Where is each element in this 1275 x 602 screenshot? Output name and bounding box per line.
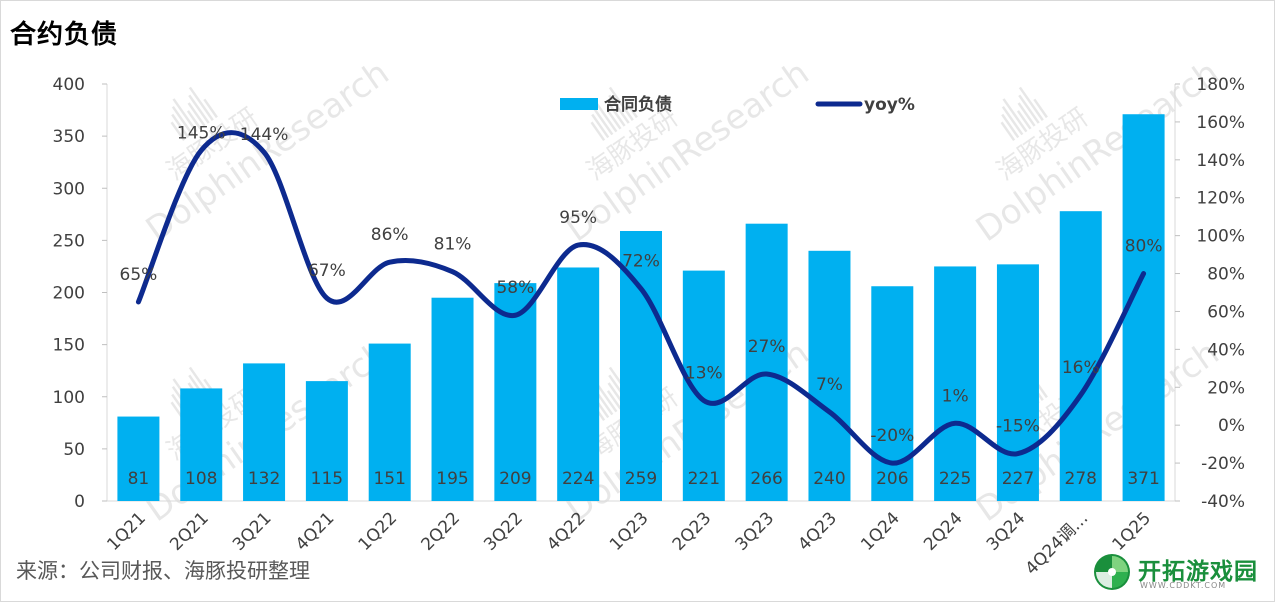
bar	[180, 388, 223, 501]
bar	[494, 283, 537, 501]
x-tick-label: 2Q24	[920, 508, 967, 555]
line-data-label: 81%	[434, 235, 472, 255]
line-data-label: 16%	[1062, 358, 1100, 378]
x-tick-label: 1Q23	[606, 508, 653, 555]
bar-data-label: 108	[185, 469, 217, 489]
bar-data-label: 371	[1127, 469, 1159, 489]
line-data-label: 67%	[308, 261, 346, 281]
legend-bar-swatch	[560, 98, 598, 110]
x-tick-label: 4Q23	[794, 508, 841, 555]
line-data-label: 144%	[240, 125, 289, 145]
line-data-label: 7%	[816, 375, 843, 395]
bar-data-label: 221	[688, 469, 720, 489]
bar	[305, 381, 348, 501]
y-right-tick-label: -20%	[1201, 454, 1245, 474]
y-right-tick-label: 60%	[1207, 302, 1245, 322]
bar	[243, 363, 286, 501]
line-data-label: 86%	[371, 225, 409, 245]
site-logo-name: 开拓游戏园	[1138, 559, 1258, 585]
y-right-tick-label: 20%	[1207, 378, 1245, 398]
y-right-tick-label: 160%	[1196, 113, 1245, 133]
line-data-label: 58%	[496, 278, 534, 298]
bar	[431, 297, 474, 501]
x-tick-label: 2Q22	[418, 508, 465, 555]
x-tick-label: 2Q23	[669, 508, 716, 555]
line-data-label: 80%	[1125, 237, 1163, 257]
site-logo-icon	[1094, 554, 1130, 590]
bar	[996, 264, 1039, 501]
x-tick-label: 3Q22	[480, 508, 527, 555]
line-data-label: 13%	[685, 364, 723, 384]
bar	[117, 416, 160, 501]
bar-data-label: 151	[373, 469, 405, 489]
bar-data-label: 224	[562, 469, 594, 489]
x-tick-label: 4Q24调…	[1022, 508, 1093, 579]
x-tick-label: 1Q21	[103, 508, 150, 555]
bar-data-label: 195	[436, 469, 468, 489]
bar-data-label: 115	[311, 469, 343, 489]
bar	[808, 250, 851, 501]
y-left-tick-label: 300	[53, 179, 85, 199]
y-right-tick-label: 0%	[1218, 416, 1245, 436]
bar	[1059, 211, 1102, 501]
bar	[557, 267, 600, 501]
bar-data-label: 225	[939, 469, 971, 489]
y-right-tick-label: 180%	[1196, 75, 1245, 95]
bar-data-label: 227	[1002, 469, 1034, 489]
y-left-tick-label: 0	[74, 492, 85, 512]
line-data-label: -15%	[996, 417, 1040, 437]
line-data-label: -20%	[870, 426, 914, 446]
bar-data-label: 240	[813, 469, 845, 489]
line-data-label: 145%	[177, 123, 226, 143]
y-right-tick-label: 100%	[1196, 227, 1245, 247]
legend-line-label: yoy%	[864, 95, 915, 115]
line-data-label: 72%	[622, 252, 660, 272]
y-left-tick-label: 50	[63, 440, 85, 460]
x-tick-label: 1Q25	[1109, 508, 1156, 555]
site-logo-url: WWW.CDDKT.COM	[1140, 581, 1227, 590]
y-left-tick-label: 400	[53, 75, 85, 95]
y-right-tick-label: 80%	[1207, 265, 1245, 285]
x-tick-label: 1Q22	[355, 508, 402, 555]
yoy-line	[135, 130, 1147, 466]
x-tick-label: 3Q23	[732, 508, 779, 555]
bar-data-label: 206	[876, 469, 908, 489]
y-right-tick-label: 140%	[1196, 151, 1245, 171]
x-tick-label: 1Q24	[857, 508, 904, 555]
bar-data-label: 81	[128, 469, 150, 489]
bar	[934, 266, 977, 501]
y-left-tick-label: 150	[53, 336, 85, 356]
y-left-tick-label: 200	[53, 284, 85, 304]
bar-data-label: 209	[499, 469, 531, 489]
y-left-tick-label: 250	[53, 231, 85, 251]
x-tick-label: 3Q21	[229, 508, 276, 555]
x-tick-label: 4Q21	[292, 508, 339, 555]
y-right-tick-label: 120%	[1196, 189, 1245, 209]
bar-data-label: 259	[625, 469, 657, 489]
y-left-tick-label: 350	[53, 127, 85, 147]
bar-data-label: 278	[1065, 469, 1097, 489]
line-data-label: 1%	[942, 386, 969, 406]
site-logo: 开拓游戏园 WWW.CDDKT.COM	[1092, 550, 1272, 598]
y-right-tick-label: 40%	[1207, 340, 1245, 360]
line-data-label: 65%	[120, 265, 158, 285]
chart-title: 合约负债	[10, 20, 119, 50]
line-data-label: 95%	[559, 208, 597, 228]
line-data-label: 27%	[748, 337, 786, 357]
y-right-tick-label: -40%	[1201, 492, 1245, 512]
bar	[745, 223, 788, 501]
bar	[368, 343, 411, 501]
source-note: 来源：公司财报、海豚投研整理	[16, 559, 310, 583]
y-left-tick-label: 100	[53, 388, 85, 408]
bar-data-label: 266	[750, 469, 782, 489]
legend-bar-label: 合同负债	[604, 94, 672, 115]
bar-data-label: 132	[248, 469, 280, 489]
